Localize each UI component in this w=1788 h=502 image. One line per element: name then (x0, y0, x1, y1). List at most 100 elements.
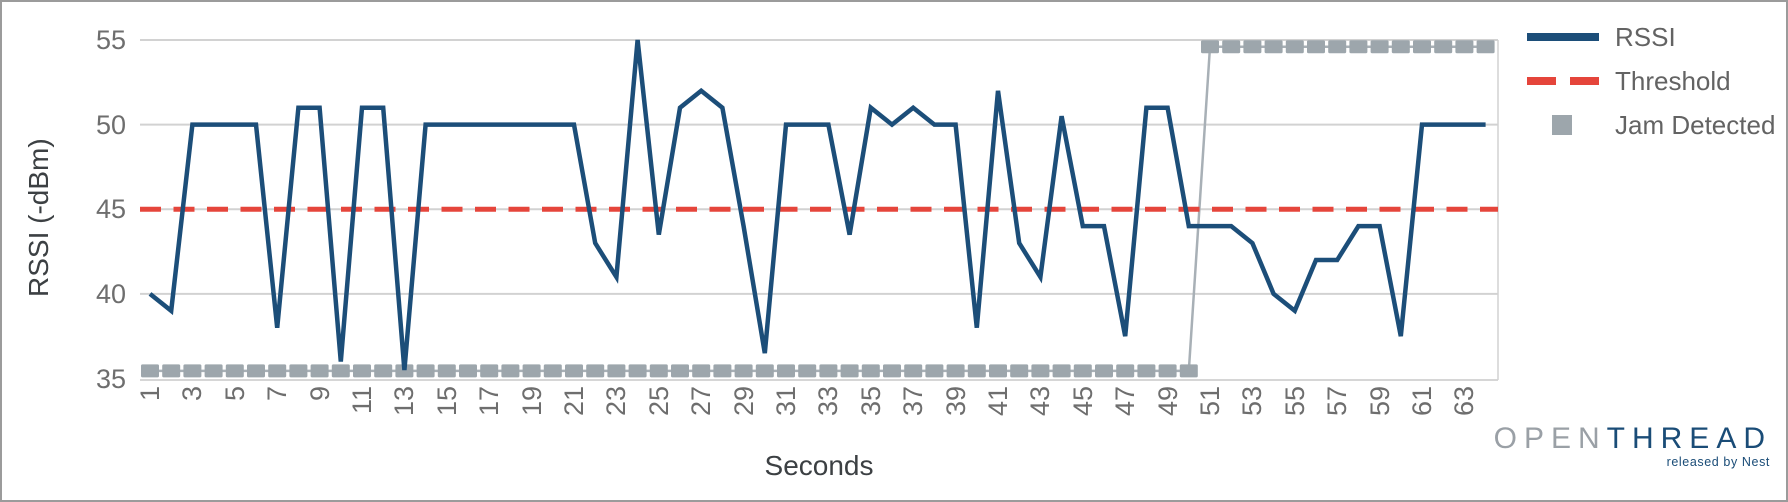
x-tick-label: 59 (1364, 385, 1395, 416)
jam-detected-marker (798, 364, 817, 378)
jam-detected-marker (225, 364, 244, 378)
x-tick-label: 9 (304, 385, 335, 401)
jam-detected-marker (946, 364, 965, 378)
x-tick-label: 7 (262, 385, 293, 401)
jam-detected-marker (310, 364, 329, 378)
jam-detected-marker (1137, 364, 1156, 378)
jam-detected-marker (459, 364, 477, 378)
jam-detected-marker (1073, 364, 1092, 378)
jam-square-swatch-icon (1552, 115, 1572, 135)
jam-detected-marker (989, 364, 1007, 378)
rssi-line (148, 39, 1486, 371)
jam-detected-line (150, 45, 1486, 373)
x-tick-label: 33 (813, 385, 844, 416)
x-tick-label: 1 (135, 385, 165, 401)
jam-detected-marker (1052, 364, 1071, 378)
jam-detected-marker (1031, 364, 1050, 378)
jam-detected-marker (543, 364, 562, 378)
jam-detected-marker (628, 364, 647, 378)
rssi-line-swatch-icon (1527, 33, 1599, 41)
x-axis-title: Seconds (764, 450, 874, 481)
jam-detected-marker (861, 364, 880, 378)
x-tick-label: 35 (855, 385, 886, 416)
jam-detected-marker (1349, 40, 1368, 54)
x-tick-label: 55 (1279, 385, 1310, 416)
logo-open-text: OPEN (1493, 422, 1607, 455)
jam-detected-marker (141, 364, 159, 378)
jam-detected-marker (1010, 364, 1029, 378)
jam-detected-marker (480, 364, 499, 378)
jam-detected-marker (925, 364, 944, 378)
jam-detected-marker (1179, 364, 1198, 378)
jam-detected-marker (1222, 40, 1241, 54)
legend-label-jam: Jam Detected (1615, 110, 1776, 140)
jam-detected-marker (416, 364, 435, 378)
jam-detected-marker (374, 364, 393, 378)
x-tick-label: 37 (898, 385, 929, 416)
x-tick-label: 15 (431, 385, 462, 416)
y-tick-label: 50 (95, 109, 126, 140)
legend-label-threshold: Threshold (1615, 66, 1731, 96)
jam-detected-marker (289, 364, 308, 378)
x-tick-label: 13 (389, 385, 420, 416)
x-tick-label: 29 (728, 385, 759, 416)
jam-detected-marker (1413, 40, 1431, 54)
jam-detected-marker (1095, 364, 1113, 378)
jam-detected-marker (607, 364, 626, 378)
x-tick-label: 5 (219, 385, 250, 401)
x-tick-label: 21 (559, 385, 589, 416)
jam-detected-marker (183, 364, 202, 378)
logo-tagline: released by Nest (1666, 455, 1770, 469)
y-tick-label: 55 (95, 25, 126, 55)
jam-detected-marker (1370, 40, 1389, 54)
openthread-logo: OPENTHREAD (1494, 422, 1772, 456)
x-tick-label: 51 (1195, 385, 1225, 416)
x-tick-label: 47 (1110, 385, 1141, 416)
x-tick-label: 45 (1067, 385, 1098, 416)
jam-detected-marker (353, 364, 371, 378)
x-tick-label: 61 (1407, 385, 1437, 416)
threshold-dash-swatch-icon (1527, 77, 1556, 85)
jam-detected-marker (904, 364, 923, 378)
y-tick-label: 45 (95, 194, 126, 225)
jam-detected-marker (840, 364, 859, 378)
x-tick-label: 53 (1237, 385, 1268, 416)
jam-detected-marker (755, 364, 774, 378)
x-tick-label: 25 (643, 385, 674, 416)
jam-detected-marker (247, 364, 265, 378)
jam-detected-marker (1158, 364, 1177, 378)
jam-detected-marker (1455, 40, 1474, 54)
threshold-dash-swatch-icon (1570, 77, 1599, 85)
jam-detected-marker (1243, 40, 1262, 54)
jam-detected-marker (437, 364, 456, 378)
jam-detected-marker (1201, 40, 1219, 54)
x-tick-label: 57 (1322, 385, 1353, 416)
jam-detected-marker (586, 364, 605, 378)
jam-detected-marker (734, 364, 753, 378)
jam-detected-marker (883, 364, 901, 378)
jam-detected-marker (565, 364, 583, 378)
jam-detected-marker (1328, 40, 1347, 54)
jam-detected-marker (1391, 40, 1410, 54)
y-axis-title: RSSI (-dBm) (23, 137, 54, 297)
x-tick-label: 41 (983, 385, 1013, 416)
y-tick-label: 35 (95, 363, 126, 394)
jam-detected-marker (1264, 40, 1283, 54)
x-tick-label: 49 (1152, 385, 1183, 416)
jam-detected-marker (1285, 40, 1304, 54)
jam-detected-marker (1307, 40, 1325, 54)
x-tick-label: 23 (601, 385, 632, 416)
logo-thread-text: THREAD (1606, 422, 1772, 455)
x-tick-label: 31 (771, 385, 801, 416)
jam-detected-marker (522, 364, 541, 378)
jam-detected-marker (819, 364, 838, 378)
jam-detected-marker (649, 364, 668, 378)
jam-detected-marker (268, 364, 287, 378)
jam-detected-marker (331, 364, 350, 378)
jam-detected-marker (395, 364, 414, 378)
jam-detected-marker (671, 364, 689, 378)
jam-detected-marker (501, 364, 520, 378)
jam-detected-marker (204, 364, 223, 378)
